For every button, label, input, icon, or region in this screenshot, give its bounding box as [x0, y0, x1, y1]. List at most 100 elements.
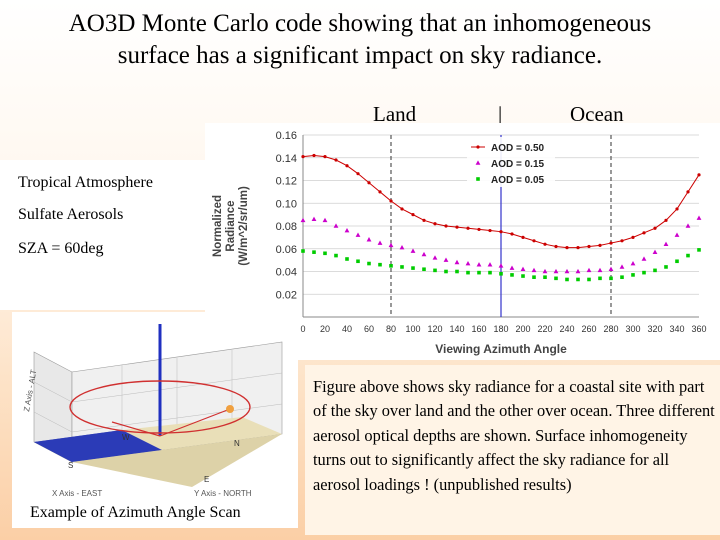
data-point	[620, 239, 624, 243]
data-point	[322, 217, 328, 223]
data-point	[554, 276, 558, 281]
data-point	[312, 153, 316, 158]
data-point	[356, 259, 360, 264]
azimuth-scan-svg: W N S E Z Axis - ALT X Axis - EAST Y Axi…	[22, 324, 283, 498]
data-point	[598, 243, 602, 247]
data-point	[674, 232, 680, 237]
x-tick-label: 180	[493, 324, 508, 334]
data-point	[521, 274, 525, 278]
data-point	[488, 228, 492, 233]
data-point	[608, 266, 614, 272]
data-point	[333, 223, 339, 228]
data-point	[685, 223, 691, 228]
data-point	[631, 235, 635, 239]
data-point	[542, 268, 548, 274]
y-axis-title: Radiance	[225, 200, 237, 251]
data-point	[465, 260, 471, 266]
data-point	[400, 265, 404, 269]
ocean-surface-front	[34, 430, 162, 462]
y-tick-label: 0.16	[276, 130, 297, 142]
azimuth-circle	[69, 380, 251, 434]
data-point	[366, 237, 372, 242]
legend-marker	[476, 145, 480, 149]
data-point	[609, 241, 613, 245]
land-surface	[122, 417, 282, 450]
data-point	[586, 267, 592, 273]
radiance-chart: 0.000.020.040.060.080.100.120.140.160204…	[205, 123, 720, 360]
data-point	[400, 207, 404, 211]
legend-box	[467, 137, 555, 187]
data-point	[653, 268, 657, 273]
title-line-2: surface has a significant impact on sky …	[117, 42, 603, 69]
compass-s: S	[68, 461, 73, 470]
data-point	[587, 277, 591, 282]
page-title: AO3D Monte Carlo code showing that an in…	[0, 8, 720, 72]
y-tick-label: 0.12	[276, 176, 297, 188]
y-axis-title: Normalized	[212, 195, 224, 257]
data-point	[411, 266, 415, 270]
y-axis-title: (W/m^2/sr/um)	[238, 186, 250, 266]
ocean-label: Ocean	[570, 102, 624, 126]
x-tick-label: 60	[364, 324, 374, 334]
x-tick-label: 260	[581, 324, 596, 334]
data-point	[378, 262, 382, 267]
data-point	[642, 231, 646, 235]
data-point	[598, 276, 602, 281]
data-point	[389, 199, 393, 203]
data-point	[631, 273, 635, 277]
data-point	[433, 222, 437, 226]
y-tick-label: 0.06	[276, 244, 297, 256]
view-ray	[159, 408, 231, 437]
y-tick-label: 0.14	[276, 153, 297, 165]
data-point	[410, 248, 416, 253]
sun-ray	[111, 421, 161, 437]
scan-caption: Example of Azimuth Angle Scan	[30, 504, 241, 521]
data-point	[652, 249, 658, 254]
data-point	[323, 155, 327, 159]
legend-label: AOD = 0.15	[491, 159, 545, 170]
data-point	[686, 190, 690, 194]
data-point	[411, 213, 415, 217]
data-point	[675, 259, 679, 264]
azimuth-scan-figure: W N S E Z Axis - ALT X Axis - EAST Y Axi…	[12, 312, 298, 528]
x-tick-label: 0	[300, 324, 305, 334]
data-point	[443, 257, 449, 262]
data-point	[576, 246, 580, 250]
x-tick-label: 320	[647, 324, 662, 334]
data-point	[311, 216, 317, 221]
compass-e: E	[204, 475, 209, 484]
data-point	[565, 277, 569, 282]
data-point	[521, 235, 525, 239]
x-tick-label: 20	[320, 324, 330, 334]
description-text: Figure above shows sky radiance for a co…	[313, 377, 715, 494]
data-point	[564, 268, 570, 274]
data-point	[510, 232, 514, 236]
data-point	[520, 266, 526, 272]
data-point	[399, 245, 405, 250]
legend-label: AOD = 0.50	[491, 143, 545, 154]
x-tick-label: 120	[427, 324, 442, 334]
x-axis-label: X Axis - EAST	[52, 489, 102, 498]
compass-n: N	[234, 439, 240, 448]
land-label: Land	[373, 102, 417, 126]
y-tick-label: 0.02	[276, 289, 297, 301]
data-point	[664, 265, 668, 269]
data-point	[432, 255, 438, 260]
data-point	[378, 190, 382, 194]
data-point	[444, 224, 448, 228]
data-point	[300, 217, 306, 223]
data-point	[498, 263, 504, 268]
x-axis-title: Viewing Azimuth Angle	[435, 342, 567, 356]
data-point	[388, 242, 394, 248]
data-point	[653, 226, 657, 230]
data-point	[587, 244, 591, 249]
data-point	[301, 249, 305, 253]
data-point	[356, 172, 360, 176]
data-point	[466, 270, 470, 275]
data-point	[576, 277, 580, 282]
data-point	[422, 267, 426, 272]
y-tick-label: 0.08	[276, 221, 297, 233]
data-point	[355, 232, 361, 237]
data-point	[575, 268, 581, 274]
radiance-chart-svg: 0.000.020.040.060.080.100.120.140.160204…	[212, 130, 707, 356]
